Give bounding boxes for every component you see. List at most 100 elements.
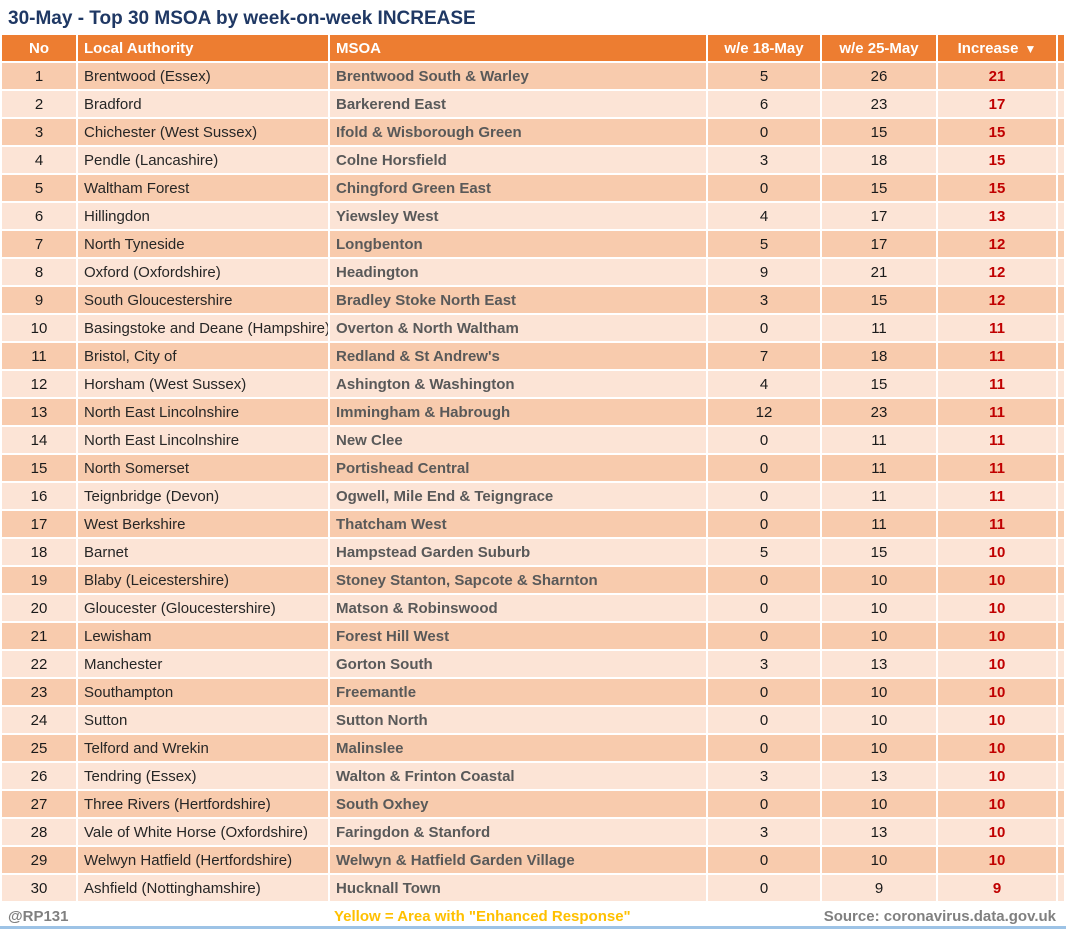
cell-msoa: Barkerend East [330,91,706,117]
bottom-border [0,926,1066,929]
cell-increase: 12 [938,231,1056,257]
table-row: 16 Teignbridge (Devon) Ogwell, Mile End & … [2,483,1064,509]
cell-msoa: Gorton South [330,651,706,677]
cell-we-18-may: 0 [708,735,820,761]
cell-msoa: New Clee [330,427,706,453]
cell-we-25-may: 10 [822,595,936,621]
cell-msoa: Stoney Stanton, Sapcote & Sharnton [330,567,706,593]
cell-msoa: Hampstead Garden Suburb [330,539,706,565]
cell-we-18-may: 0 [708,707,820,733]
cell-we-25-may: 10 [822,707,936,733]
cell-sliver [1058,203,1064,229]
cell-increase: 15 [938,119,1056,145]
cell-sliver [1058,63,1064,89]
cell-no: 28 [2,819,76,845]
cell-msoa: Portishead Central [330,455,706,481]
table-row: 14 North East Lincolnshire New Clee 0 11 11 [2,427,1064,453]
cell-we-18-may: 5 [708,231,820,257]
cell-we-25-may: 23 [822,91,936,117]
cell-msoa: Colne Horsfield [330,147,706,173]
cell-msoa: Ashington & Washington [330,371,706,397]
cell-we-18-may: 0 [708,679,820,705]
col-header-msoa: MSOA [330,35,706,61]
table-row: 17 West Berkshire Thatcham West 0 11 11 [2,511,1064,537]
cell-local-authority: Oxford (Oxfordshire) [78,259,328,285]
cell-sliver [1058,623,1064,649]
cell-no: 3 [2,119,76,145]
cell-we-18-may: 0 [708,483,820,509]
cell-no: 9 [2,287,76,313]
cell-msoa: Immingham & Habrough [330,399,706,425]
cell-we-25-may: 10 [822,735,936,761]
cell-no: 5 [2,175,76,201]
col-header-we-18-may: w/e 18-May [708,35,820,61]
table-row: 13 North East Lincolnshire Immingham & Hab… [2,399,1064,425]
cell-we-18-may: 0 [708,427,820,453]
cell-no: 2 [2,91,76,117]
cell-no: 11 [2,343,76,369]
cell-local-authority: Bristol, City of [78,343,328,369]
cell-local-authority: North East Lincolnshire [78,427,328,453]
cell-we-18-may: 3 [708,651,820,677]
table-row: 27 Three Rivers (Hertfordshire) South Oxhe… [2,791,1064,817]
col-header-increase[interactable]: Increase ▼ [938,35,1056,61]
cell-increase: 11 [938,343,1056,369]
table-row: 8 Oxford (Oxfordshire) Headington 9 21 12 [2,259,1064,285]
cell-we-18-may: 5 [708,63,820,89]
cell-sliver [1058,763,1064,789]
cell-sliver [1058,231,1064,257]
cell-local-authority: Lewisham [78,623,328,649]
table-row: 2 Bradford Barkerend East 6 23 17 [2,91,1064,117]
table-row: 28 Vale of White Horse (Oxfordshire) Farin… [2,819,1064,845]
cell-local-authority: Manchester [78,651,328,677]
cell-increase: 10 [938,735,1056,761]
cell-increase: 10 [938,539,1056,565]
cell-we-18-may: 3 [708,287,820,313]
cell-increase: 10 [938,651,1056,677]
table-row: 29 Welwyn Hatfield (Hertfordshire) Welwyn … [2,847,1064,873]
cell-local-authority: South Gloucestershire [78,287,328,313]
cell-sliver [1058,875,1064,901]
table-header: No Local Authority MSOA w/e 18-May w/e 2… [2,35,1064,61]
cell-local-authority: Chichester (West Sussex) [78,119,328,145]
cell-we-25-may: 10 [822,623,936,649]
cell-sliver [1058,511,1064,537]
cell-we-18-may: 12 [708,399,820,425]
cell-sliver [1058,735,1064,761]
cell-local-authority: Horsham (West Sussex) [78,371,328,397]
cell-msoa: Ifold & Wisborough Green [330,119,706,145]
cell-sliver [1058,483,1064,509]
footer: @RP131 Yellow = Area with "Enhanced Resp… [0,904,1066,930]
cell-increase: 17 [938,91,1056,117]
cell-no: 23 [2,679,76,705]
cell-we-25-may: 10 [822,791,936,817]
cell-local-authority: Three Rivers (Hertfordshire) [78,791,328,817]
cell-msoa: Malinslee [330,735,706,761]
table-row: 30 Ashfield (Nottinghamshire) Hucknall Tow… [2,875,1064,901]
cell-msoa: Bradley Stoke North East [330,287,706,313]
table-row: 20 Gloucester (Gloucestershire) Matson & R… [2,595,1064,621]
cell-local-authority: Pendle (Lancashire) [78,147,328,173]
cell-we-25-may: 13 [822,819,936,845]
cell-local-authority: Blaby (Leicestershire) [78,567,328,593]
msoa-table: No Local Authority MSOA w/e 18-May w/e 2… [0,33,1066,903]
table-body: 1 Brentwood (Essex) Brentwood South & Warl… [2,63,1064,901]
cell-sliver [1058,259,1064,285]
cell-we-18-may: 0 [708,511,820,537]
col-header-we-25-may: w/e 25-May [822,35,936,61]
table-row: 3 Chichester (West Sussex) Ifold & Wisboro… [2,119,1064,145]
cell-no: 4 [2,147,76,173]
cell-sliver [1058,651,1064,677]
cell-we-18-may: 0 [708,847,820,873]
cell-sliver [1058,539,1064,565]
col-header-increase-label: Increase [957,39,1019,57]
cell-sliver [1058,847,1064,873]
cell-sliver [1058,175,1064,201]
cell-increase: 11 [938,427,1056,453]
cell-no: 7 [2,231,76,257]
cell-we-25-may: 10 [822,679,936,705]
cell-we-25-may: 18 [822,147,936,173]
cell-no: 25 [2,735,76,761]
legend-note: Yellow = Area with "Enhanced Response" [334,908,631,925]
cell-no: 1 [2,63,76,89]
